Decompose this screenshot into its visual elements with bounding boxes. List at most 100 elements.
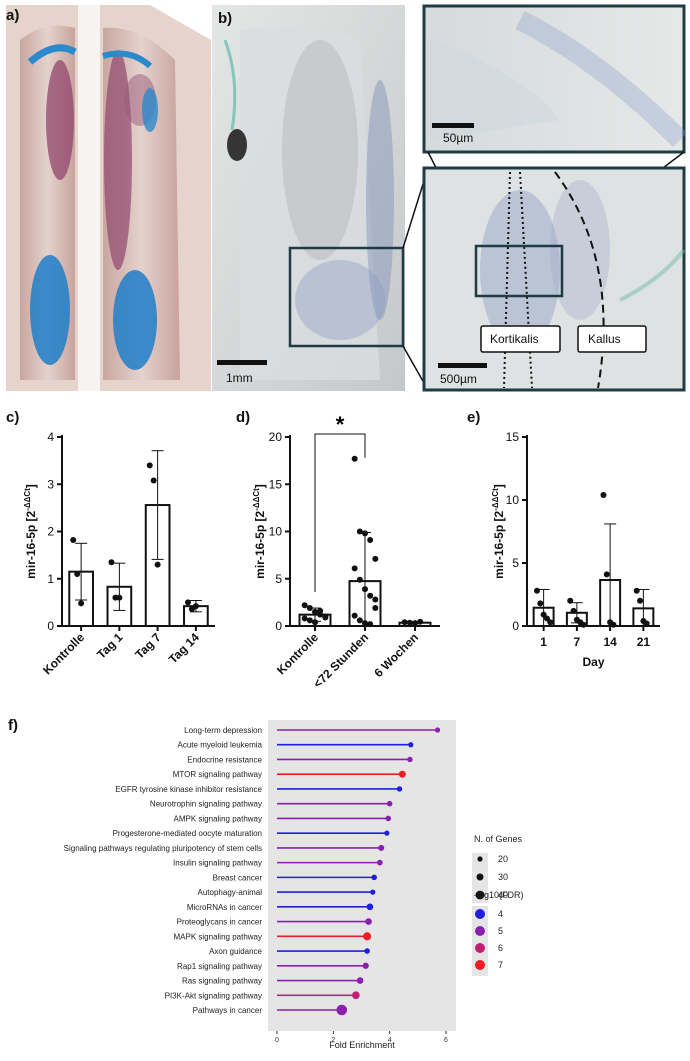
panel-label-c: c) (6, 409, 19, 426)
data-point-c-2-0 (146, 462, 153, 469)
legend-fdr-label-3: 7 (498, 960, 503, 970)
data-point-d-2-2 (412, 620, 418, 627)
pathway-label-6: AMPK signaling pathway (174, 814, 263, 823)
data-point-c-0-0 (70, 537, 77, 544)
pathway-label-13: Proteoglycans in cancer (177, 918, 263, 927)
data-point-c-1-2 (116, 594, 123, 601)
y-tick-label-c-0: 0 (47, 619, 54, 633)
scale-bar-50um-label: 50µm (443, 131, 473, 145)
lollipop-dot-18 (352, 991, 360, 1000)
y-tick-label-d-4: 20 (269, 430, 283, 444)
pathway-label-5: Neurotrophin signaling pathway (150, 800, 262, 809)
pathway-label-4: EGFR tyrosine kinase inhibitor resistanc… (115, 785, 262, 794)
bar-chart-e: 0 5 10 15 mir-16-5p [2-ΔΔCt] 1 7 14 21 Day (491, 430, 660, 669)
y-tick-label-d-3: 15 (269, 477, 283, 491)
y-tick-label-c-4: 4 (47, 430, 54, 444)
y-tick-label-c-2: 2 (47, 525, 54, 539)
data-point-d-2-3 (417, 618, 424, 625)
legend-genes-label-0: 20 (498, 854, 508, 864)
data-point-d-0-5 (301, 615, 308, 622)
x-tick-label-d-0: Kontrolle (274, 630, 321, 677)
histology-image-b-midmag: Kortikalis Kallus 500µm (422, 166, 686, 392)
pathway-label-12: MicroRNAs in cancer (187, 903, 262, 912)
pathway-label-8: Signaling pathways regulating pluripoten… (64, 844, 262, 853)
data-point-d-1-13 (367, 621, 374, 628)
y-tick-label-d-2: 10 (269, 525, 283, 539)
data-point-e-0-1 (537, 600, 544, 607)
legend-fdr-label-2: 6 (498, 943, 503, 953)
data-point-d-0-6 (306, 617, 313, 624)
data-point-c-2-1 (150, 477, 157, 484)
data-point-c-3-0 (184, 599, 191, 606)
lollipop-dot-4 (396, 786, 403, 792)
significance-bracket (314, 433, 366, 592)
legend-genes-label-1: 30 (498, 872, 508, 882)
lollipop-dot-7 (384, 830, 390, 836)
lollipop-dot-19 (336, 1004, 348, 1016)
data-point-d-1-14 (372, 596, 379, 603)
lollipop-dot-1 (408, 742, 414, 748)
legend-fdr-dot-3 (475, 960, 485, 970)
legend-fdr-dot-1 (475, 926, 485, 936)
data-point-d-0-0 (301, 602, 308, 609)
pathway-label-17: Ras signaling pathway (182, 977, 262, 986)
data-point-d-1-10 (351, 612, 358, 619)
legend-fdr-dot-0 (475, 909, 485, 919)
legend-genes-title: N. of Genes (474, 834, 523, 844)
significance-marker: * (336, 412, 345, 437)
panel-label-d: d) (236, 409, 250, 426)
x-tick-label-c-1: Tag 1 (94, 630, 126, 662)
data-point-d-1-2 (362, 530, 368, 537)
legend-genes-dot-0 (477, 856, 483, 862)
legend-genes-label-2: 40 (498, 890, 508, 900)
panel-label-b: b) (218, 10, 232, 27)
y-tick-label-d-0: 0 (275, 619, 282, 633)
data-point-d-1-4 (372, 555, 379, 562)
legend-fdr-label-0: 4 (498, 909, 503, 919)
x-tick-label-f-0: 0 (275, 1037, 279, 1044)
pathway-label-11: Autophagy-animal (198, 888, 263, 897)
data-point-c-2-2 (154, 561, 161, 568)
x-tick-label-d-2: 6 Wochen (371, 630, 421, 680)
panel-label-f: f) (8, 717, 18, 734)
pathway-label-7: Progesterone-mediated oocyte maturation (113, 829, 262, 838)
x-tick-label-c-0: Kontrolle (40, 630, 87, 677)
lollipop-dot-15 (364, 948, 370, 954)
x-tick-label-e-1: 7 (574, 635, 581, 649)
legend-genes-dot-2 (475, 890, 485, 900)
lollipop-chart-f: Long-term depression Acute myeloid leukem… (64, 720, 524, 1050)
pathway-label-18: PI3K-Akt signaling pathway (165, 991, 262, 1000)
y-tick-label-c-3: 3 (47, 477, 54, 491)
y-tick-label-c-1: 1 (47, 572, 54, 586)
kallus-label: Kallus (588, 332, 621, 346)
pathway-label-3: MTOR signaling pathway (173, 770, 262, 779)
legend-genes-dot-1 (476, 873, 484, 881)
data-point-d-0-8 (317, 607, 324, 614)
plot-background-f (268, 720, 456, 1031)
scale-bar-1mm-label: 1mm (226, 371, 253, 385)
panel-label-e: e) (467, 409, 480, 426)
data-point-c-1-0 (108, 559, 115, 566)
data-point-d-1-5 (351, 565, 358, 572)
pathway-label-16: Rap1 signaling pathway (177, 962, 262, 971)
data-point-d-2-1 (406, 619, 413, 626)
data-point-c-3-2 (192, 603, 199, 610)
data-point-d-1-11 (356, 617, 363, 624)
x-tick-label-f-1: 2 (331, 1037, 335, 1044)
histology-image-a (6, 5, 211, 391)
pathway-label-10: Breast cancer (213, 873, 263, 882)
lollipop-dot-9 (376, 859, 383, 866)
y-tick-label-e-2: 10 (506, 493, 520, 507)
data-point-d-0-7 (312, 619, 318, 626)
data-point-d-1-7 (362, 586, 368, 593)
pathway-label-1: Acute myeloid leukemia (178, 741, 263, 750)
lollipop-dot-8 (378, 844, 385, 851)
data-point-e-2-0 (600, 491, 607, 498)
legend-fdr-bg (472, 906, 488, 976)
data-point-e-1-1 (570, 607, 577, 614)
pathway-label-9: Insulin signaling pathway (173, 859, 262, 868)
y-tick-label-e-0: 0 (512, 619, 519, 633)
lollipop-dot-12 (366, 903, 374, 911)
